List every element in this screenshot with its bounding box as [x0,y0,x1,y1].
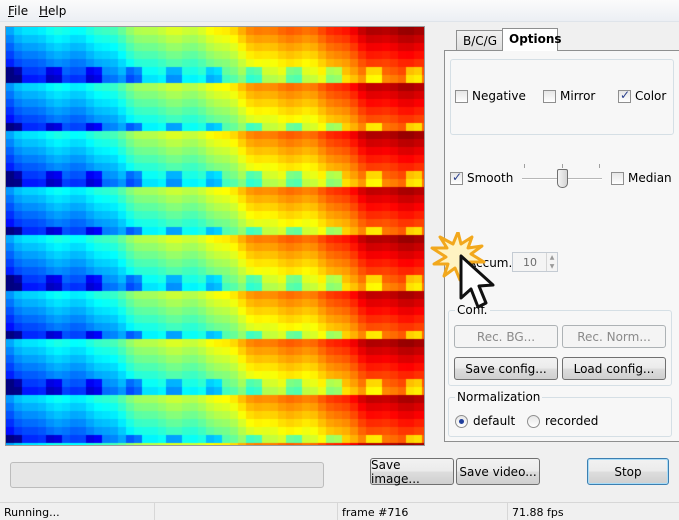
menu-bar: File Help [0,0,679,22]
color-box[interactable] [618,88,631,103]
median-label: Median [628,171,672,185]
normalization-recorded-radio[interactable]: recorded [527,414,598,428]
status-frame: frame #716 [338,503,508,520]
default-label: default [473,414,516,428]
load-config-button[interactable]: Load config... [562,357,666,380]
smooth-box[interactable] [450,170,463,185]
negative-label: Negative [472,89,526,103]
median-box[interactable] [611,171,624,185]
status-state: Running... [0,503,155,520]
rec-bg-button[interactable]: Rec. BG... [454,325,558,348]
smooth-checkbox[interactable]: Smooth [450,170,514,185]
smooth-label: Smooth [467,171,514,185]
median-checkbox[interactable]: Median [611,171,672,185]
status-empty [155,503,338,520]
color-label: Color [635,89,667,103]
menu-file[interactable]: File [8,4,29,18]
status-fps: 71.88 fps [512,506,564,519]
rec-norm-button[interactable]: Rec. Norm... [562,325,666,348]
image-options-group [450,59,674,135]
tab-bcg[interactable]: B/C/G [456,30,503,52]
normalization-default-radio[interactable]: default [455,414,515,428]
menu-help[interactable]: Help [39,4,67,18]
smooth-slider-thumb[interactable] [557,169,568,188]
mirror-checkbox[interactable]: Mirror [543,89,595,103]
save-config-button[interactable]: Save config... [454,357,558,380]
accum-value: 10 [523,256,537,269]
normalization-group: Normalization [448,390,672,437]
progress-field [10,462,324,488]
default-radio[interactable] [455,414,468,428]
color-checkbox[interactable]: Color [618,88,667,103]
recorded-radio[interactable] [527,414,540,428]
slider-tick [524,164,525,168]
mirror-label: Mirror [560,89,596,103]
normalization-title: Normalization [455,390,543,404]
camera-viewport [5,26,425,446]
recorded-label: recorded [545,414,599,428]
status-bar: Running... frame #716 71.88 fps [0,502,679,520]
tab-options[interactable]: Options [502,28,562,51]
mirror-box[interactable] [543,89,556,103]
save-video-button[interactable]: Save video... [456,458,540,485]
accum-spinbox[interactable]: 10 ▲ ▼ [512,252,558,272]
negative-box[interactable] [455,89,468,103]
slider-tick [599,164,600,168]
save-image-button[interactable]: Save image... [370,458,454,486]
spin-arrows-icon[interactable]: ▲ ▼ [546,253,557,271]
click-cursor-icon [430,232,495,309]
negative-checkbox[interactable]: Negative [455,89,526,103]
slider-tick [562,164,563,168]
stop-button[interactable]: Stop [587,458,669,485]
camera-image [6,27,424,445]
